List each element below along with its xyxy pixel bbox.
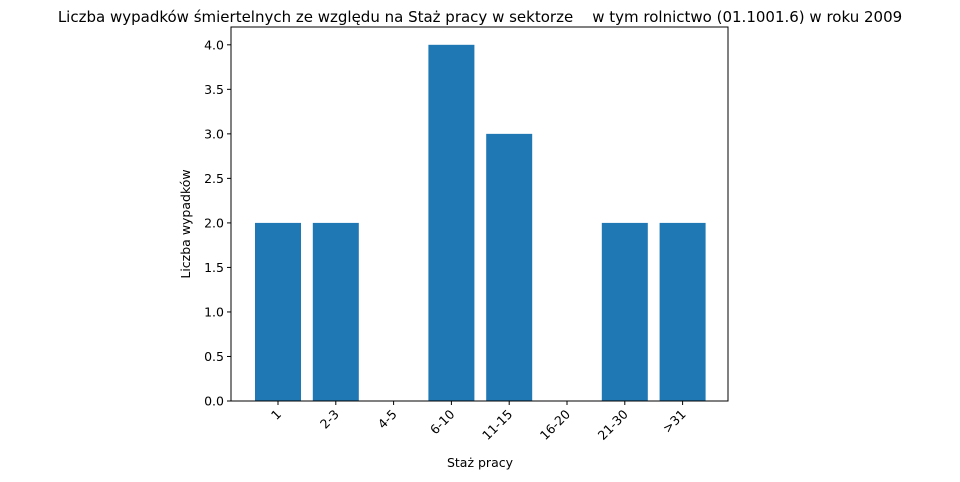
- x-tick-label: 21-30: [595, 406, 631, 442]
- x-tick-label: 2-3: [317, 407, 342, 432]
- y-tick-label: 4.0: [204, 37, 224, 52]
- y-tick-label: 2.5: [204, 171, 224, 186]
- y-tick-label: 3.0: [204, 126, 224, 141]
- y-tick-label: 3.5: [204, 82, 224, 97]
- y-tick-label: 2.0: [204, 215, 224, 230]
- bar->31: [659, 222, 706, 401]
- x-tick-label: 1: [268, 407, 284, 423]
- y-tick-label: 1.5: [204, 260, 224, 275]
- plot-frame: [230, 26, 729, 402]
- x-tick-label: 16-20: [537, 406, 573, 442]
- y-tick-label: 0.0: [204, 394, 224, 409]
- chart-title: Liczba wypadków śmiertelnych ze względu …: [58, 8, 902, 26]
- y-axis-label: Liczba wypadków: [178, 169, 193, 278]
- bar-1: [255, 222, 301, 401]
- y-tick-label: 1.0: [204, 304, 224, 319]
- x-axis-label: Staż pracy: [447, 455, 514, 470]
- x-tick-label: 4-5: [375, 407, 400, 432]
- bar-21-30: [601, 222, 648, 401]
- x-tick-label: 11-15: [479, 407, 515, 443]
- bar-11-15: [486, 133, 533, 402]
- x-tick-label: >31: [659, 407, 688, 436]
- x-tick-label: 6-10: [427, 406, 458, 437]
- y-tick-label: 0.5: [204, 349, 224, 364]
- bars-layer: [255, 44, 706, 402]
- bar-2-3: [312, 222, 359, 401]
- bar-6-10: [428, 44, 475, 402]
